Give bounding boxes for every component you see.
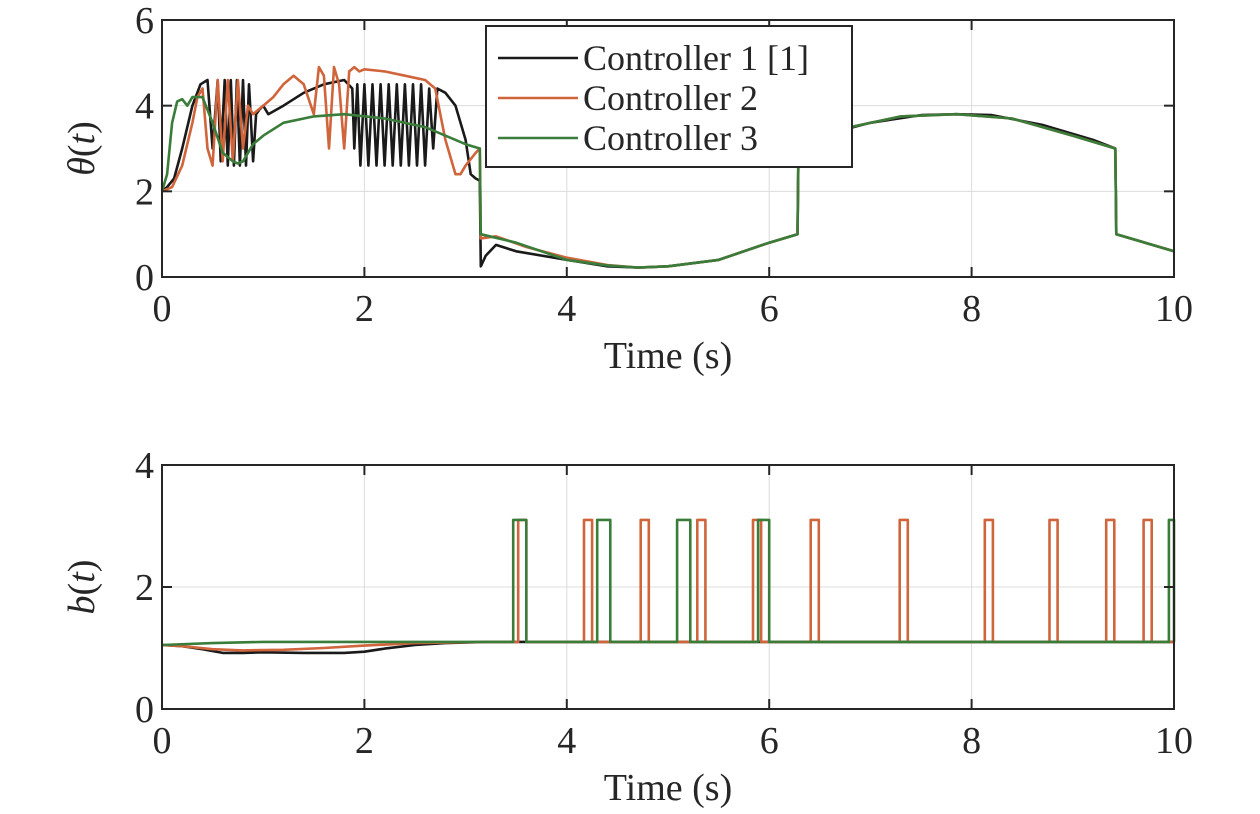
theta-ticks: 0 2 4 6 8 10 0 2 4 6 bbox=[135, 0, 1193, 330]
b-x-tick-label: 0 bbox=[153, 720, 172, 762]
theta-subplot: 0 2 4 6 8 10 0 2 4 6 Time (s) θ(t) Controller 1 [… bbox=[61, 0, 1193, 377]
b-series-controller-2 bbox=[161, 518, 1174, 652]
theta-y-tick-label: 6 bbox=[135, 0, 154, 42]
legend-box bbox=[485, 25, 853, 168]
theta-x-tick-label: 10 bbox=[1155, 288, 1193, 330]
theta-x-tick-label: 0 bbox=[153, 288, 172, 330]
b-x-tick-label: 6 bbox=[760, 720, 779, 762]
b-y-axis-label: b(t) bbox=[61, 560, 103, 615]
b-grid bbox=[161, 464, 1175, 710]
theta-x-tick-label: 4 bbox=[557, 288, 576, 330]
theta-x-axis-label: Time (s) bbox=[604, 335, 732, 377]
legend-label-controller-1: Controller 1 [1] bbox=[583, 38, 809, 78]
b-y-tick-label: 0 bbox=[135, 689, 154, 731]
b-x-tick-label: 2 bbox=[355, 720, 374, 762]
legend-label-controller-3: Controller 3 bbox=[583, 118, 758, 158]
b-x-axis-label: Time (s) bbox=[604, 767, 732, 809]
theta-x-tick-label: 6 bbox=[760, 288, 779, 330]
theta-x-tick-label: 2 bbox=[355, 288, 374, 330]
theta-y-tick-label: 0 bbox=[135, 257, 154, 299]
theta-y-tick-label: 4 bbox=[135, 86, 154, 128]
b-ticks: 0 2 4 6 8 10 0 2 4 bbox=[135, 445, 1193, 762]
theta-y-axis-label: θ(t) bbox=[61, 121, 103, 176]
theta-axes-frame bbox=[161, 19, 1175, 278]
theta-x-tick-label: 8 bbox=[962, 288, 981, 330]
b-y-tick-label: 2 bbox=[135, 567, 154, 609]
theta-series-group bbox=[160, 65, 1175, 269]
b-series-controller-3 bbox=[161, 518, 1176, 647]
b-y-tick-label: 4 bbox=[135, 445, 154, 487]
b-series-group bbox=[161, 518, 1176, 655]
b-subplot: 0 2 4 6 8 10 0 2 4 Time (s) b(t) bbox=[61, 445, 1193, 809]
theta-series-controller-3 bbox=[160, 95, 1175, 269]
b-x-tick-label: 10 bbox=[1155, 720, 1193, 762]
legend-label-controller-2: Controller 2 bbox=[583, 78, 758, 118]
b-x-tick-label: 8 bbox=[962, 720, 981, 762]
theta-y-tick-label: 2 bbox=[135, 171, 154, 213]
b-x-tick-label: 4 bbox=[557, 720, 576, 762]
